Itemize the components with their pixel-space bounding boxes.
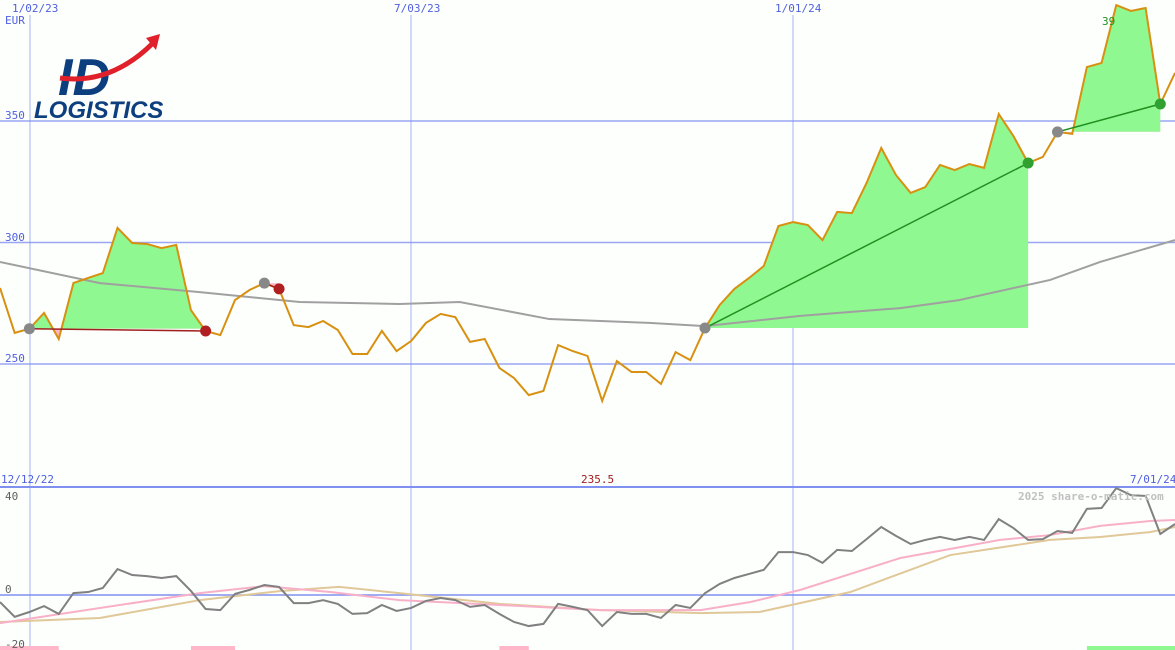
fast-signal-line xyxy=(0,518,1175,625)
entry-marker xyxy=(1052,126,1063,138)
company-logo: ID LOGISTICS xyxy=(34,34,163,124)
watermark: 2025 share-o-matic.com xyxy=(1018,490,1164,503)
exit-marker xyxy=(1022,157,1034,169)
gain-area xyxy=(29,227,206,329)
trade-line xyxy=(29,328,206,332)
y-tick-label: 350 xyxy=(5,109,25,122)
lower-start-label: 12/12/22 xyxy=(1,473,54,486)
x-tick-label: 1/01/24 xyxy=(775,2,822,15)
x-tick-label: 1/02/23 xyxy=(12,2,58,15)
signal-bar xyxy=(1086,646,1175,650)
entry-marker xyxy=(23,323,35,335)
price-line xyxy=(0,3,1175,404)
annotation-label: 39 xyxy=(1102,15,1115,28)
trade-markers xyxy=(23,98,1166,337)
lower-y-tick: 0 xyxy=(5,583,12,596)
unit-label: EUR xyxy=(5,14,25,27)
lower-center-label: 235.5 xyxy=(581,473,614,486)
y-tick-label: 250 xyxy=(5,352,25,365)
loss-area xyxy=(1057,131,1161,134)
x-tick-label: 7/03/23 xyxy=(394,2,440,15)
trade-fills xyxy=(29,5,1161,339)
grid-lines xyxy=(0,15,1175,650)
series-lines xyxy=(0,3,1175,404)
entry-marker xyxy=(258,277,270,289)
lower-y-tick: 40 xyxy=(5,490,18,503)
signal-bar xyxy=(0,646,59,650)
signal-bar xyxy=(190,646,235,650)
svg-text:LOGISTICS: LOGISTICS xyxy=(34,97,163,124)
gain-area xyxy=(1057,5,1161,132)
oscillator-panel xyxy=(0,486,1175,650)
moving-average-line xyxy=(0,239,1175,328)
momentum-line xyxy=(0,486,1175,628)
entry-marker xyxy=(699,322,711,334)
y-tick-label: 300 xyxy=(5,231,25,244)
exit-marker xyxy=(200,325,212,337)
slow-signal-line xyxy=(0,525,1175,623)
exit-marker xyxy=(1154,98,1166,110)
gain-area xyxy=(705,113,1029,329)
signal-bar xyxy=(499,646,529,650)
exit-marker xyxy=(273,283,285,295)
lower-y-tick: -20 xyxy=(5,638,25,650)
lower-end-label: 7/01/24 xyxy=(1130,473,1175,486)
trade-line xyxy=(704,162,1029,329)
trade-line xyxy=(1057,103,1161,133)
